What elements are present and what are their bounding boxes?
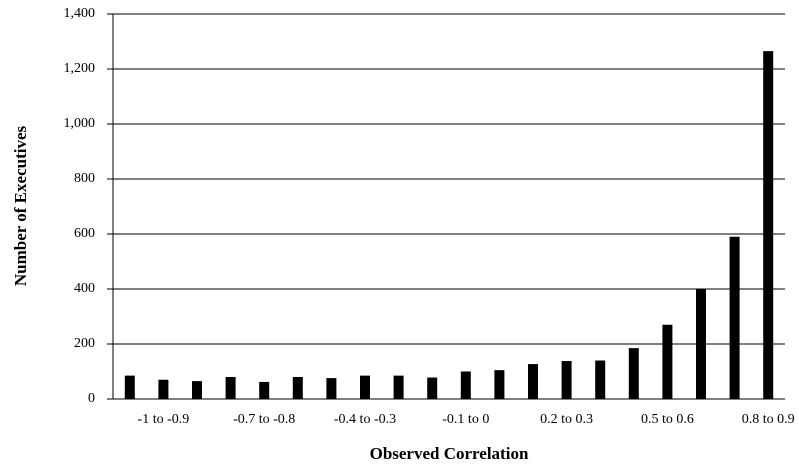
bar: [729, 236, 740, 399]
x-axis-title: Observed Correlation: [370, 444, 529, 463]
bar: [494, 370, 505, 399]
y-tick-label: 1,200: [64, 61, 96, 76]
bar: [225, 377, 236, 399]
x-tick-label: 0.2 to 0.3: [540, 412, 593, 427]
x-tick-label: -0.1 to 0: [442, 412, 489, 427]
bar: [326, 378, 337, 399]
y-tick-label: 400: [74, 281, 95, 296]
bar: [259, 381, 270, 399]
bar: [763, 51, 774, 399]
x-tick-label: -1 to -0.9: [138, 412, 190, 427]
x-tick-label: 0.5 to 0.6: [641, 412, 694, 427]
x-tick-label: -0.7 to -0.8: [233, 412, 295, 427]
y-tick-label: 800: [74, 171, 95, 186]
bar: [662, 324, 673, 399]
bar: [427, 377, 438, 399]
y-tick-label: 1,400: [64, 6, 96, 21]
bar: [628, 348, 639, 399]
y-tick-label: 600: [74, 226, 95, 241]
bar: [158, 379, 169, 399]
x-tick-label: 0.8 to 0.9: [742, 412, 795, 427]
y-tick-label: 0: [88, 391, 95, 406]
y-tick-label: 200: [74, 336, 95, 351]
bar: [595, 360, 606, 399]
y-axis-title: Number of Executives: [11, 126, 30, 287]
bar: [696, 289, 706, 399]
bar: [561, 361, 572, 399]
bar: [192, 381, 202, 399]
bar: [124, 375, 135, 399]
bar: [528, 364, 538, 399]
y-tick-label: 1,000: [64, 116, 96, 131]
bar: [460, 371, 471, 399]
x-tick-label: -0.4 to -0.3: [334, 412, 396, 427]
bar: [393, 375, 404, 399]
bar: [360, 375, 370, 399]
bar: [292, 377, 303, 399]
